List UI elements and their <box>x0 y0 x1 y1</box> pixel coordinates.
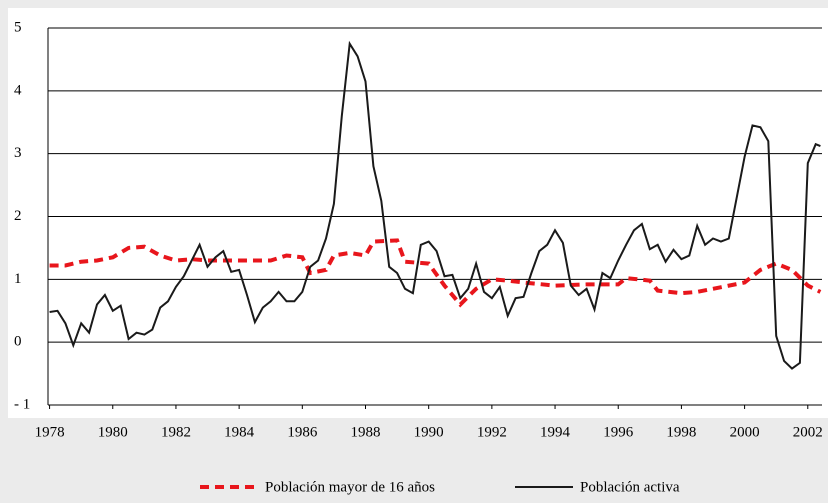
y-tick-label: - 1 <box>14 396 30 412</box>
y-tick-label: 4 <box>14 82 22 98</box>
x-tick-label: 1990 <box>414 424 444 440</box>
x-tick-label: 1982 <box>161 424 191 440</box>
x-tick-label: 1996 <box>603 424 634 440</box>
x-tick-label: 2002 <box>793 424 823 440</box>
y-tick-label: 3 <box>14 145 22 161</box>
x-tick-label: 1992 <box>477 424 507 440</box>
y-tick-label: 2 <box>14 208 22 224</box>
x-tick-label: 2000 <box>730 424 760 440</box>
x-tick-label: 1980 <box>98 424 128 440</box>
y-tick-label: 5 <box>14 19 22 35</box>
x-tick-label: 1998 <box>666 424 696 440</box>
x-tick-label: 1978 <box>35 424 65 440</box>
legend-label: Población mayor de 16 años <box>265 479 435 495</box>
legend-label: Población activa <box>580 479 680 495</box>
x-tick-label: 1994 <box>540 424 571 440</box>
x-tick-label: 1988 <box>350 424 380 440</box>
y-tick-label: 1 <box>14 271 22 287</box>
line-series <box>49 238 822 308</box>
plot-background <box>8 8 828 418</box>
y-tick-label: 0 <box>14 334 22 350</box>
x-tick-label: 1986 <box>287 424 318 440</box>
line-series <box>49 40 821 370</box>
x-tick-label: 1984 <box>224 424 255 440</box>
